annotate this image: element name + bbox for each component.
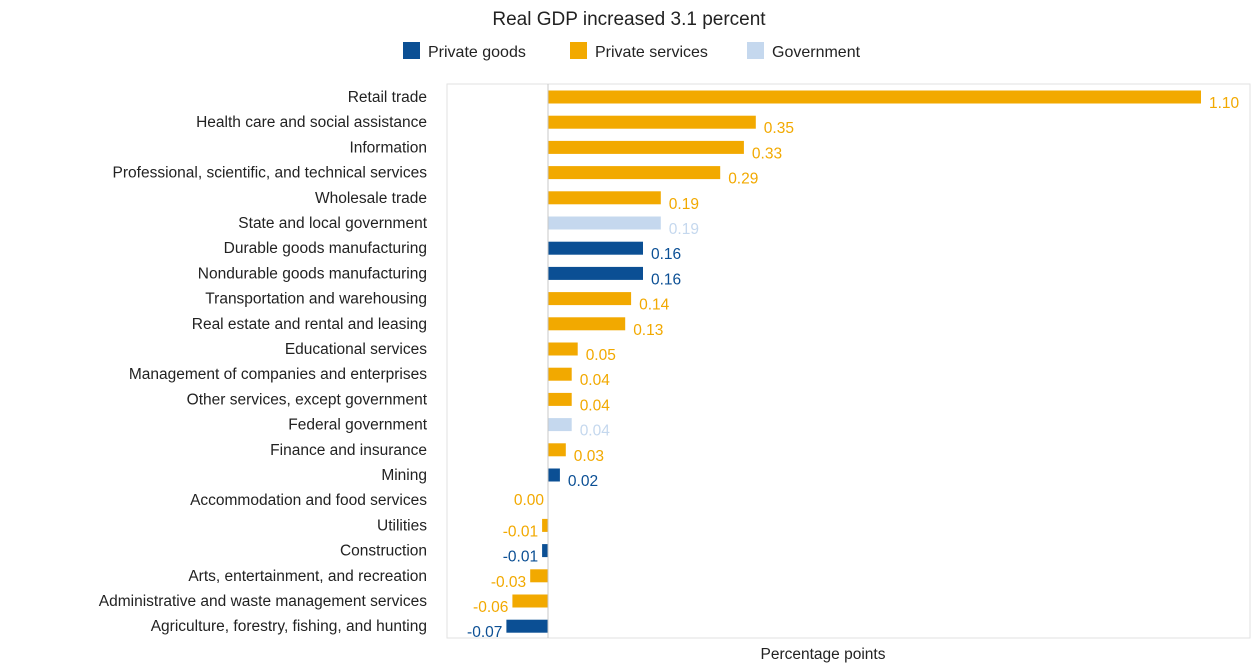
category-label: Professional, scientific, and technical …: [113, 165, 428, 182]
value-label: 0.16: [651, 246, 681, 263]
category-label: Utilities: [377, 517, 427, 534]
value-labels: 1.10 0.35 0.33 0.29 0.19 0.19 0.16 0.16 0.14 0.13…: [467, 95, 1239, 641]
category-label: Federal government: [288, 417, 427, 434]
bar: [548, 418, 572, 432]
category-label: Educational services: [285, 341, 427, 358]
value-label: 0.29: [728, 171, 758, 188]
category-label: Mining: [381, 467, 427, 484]
legend-swatch-government: [747, 42, 764, 59]
category-label: Retail trade: [348, 89, 427, 106]
bar: [548, 166, 721, 180]
bar: [506, 619, 548, 633]
category-label: Accommodation and food services: [190, 492, 427, 509]
category-label: Arts, entertainment, and recreation: [188, 568, 427, 585]
bar: [542, 544, 548, 558]
bar: [548, 367, 572, 381]
x-axis-title: Percentage points: [761, 646, 886, 663]
bar: [548, 140, 744, 154]
bar: [548, 468, 560, 482]
bar: [548, 115, 756, 129]
category-label: Administrative and waste management serv…: [99, 593, 427, 610]
legend-label-goods: Private goods: [428, 44, 526, 61]
value-label: 0.04: [580, 397, 611, 414]
bar: [548, 241, 643, 255]
value-label: 0.13: [633, 322, 663, 339]
category-label: Real estate and rental and leasing: [192, 316, 427, 333]
bar: [548, 191, 661, 205]
category-label: Finance and insurance: [270, 442, 427, 459]
value-label: 0.19: [669, 221, 699, 238]
value-label: 0.02: [568, 473, 598, 490]
legend-label-services: Private services: [595, 44, 708, 61]
bar: [548, 317, 626, 331]
bar: [548, 443, 566, 457]
value-label: -0.01: [503, 523, 538, 540]
legend: Private goods Private services Government: [403, 42, 861, 61]
category-label: Transportation and warehousing: [205, 291, 427, 308]
value-label: 0.33: [752, 145, 782, 162]
value-label: 0.03: [574, 448, 604, 465]
legend-swatch-goods: [403, 42, 420, 59]
value-label: -0.03: [491, 574, 526, 591]
bar: [548, 342, 578, 356]
category-label: Health care and social assistance: [196, 114, 427, 131]
category-label: Management of companies and enterprises: [129, 366, 427, 383]
value-label: 0.05: [586, 347, 616, 364]
bar: [548, 292, 632, 306]
value-label: 0.00: [514, 492, 545, 509]
value-label: 1.10: [1209, 95, 1240, 112]
value-label: 0.14: [639, 297, 670, 314]
category-label: Wholesale trade: [315, 190, 427, 207]
category-label: State and local government: [238, 215, 427, 232]
value-label: 0.04: [580, 372, 611, 389]
value-label: -0.06: [473, 599, 508, 616]
chart-title: Real GDP increased 3.1 percent: [492, 9, 766, 30]
bar: [530, 569, 548, 583]
category-label: Nondurable goods manufacturing: [198, 265, 427, 282]
legend-swatch-services: [570, 42, 587, 59]
bar: [548, 266, 643, 280]
value-label: 0.19: [669, 196, 699, 213]
category-label: Other services, except government: [187, 391, 428, 408]
bar: [548, 216, 661, 230]
bars: [506, 90, 1201, 633]
bar: [548, 392, 572, 406]
bar: [512, 594, 548, 608]
value-label: 0.04: [580, 423, 611, 440]
category-label: Information: [349, 139, 427, 156]
bar: [542, 518, 548, 532]
category-label: Agriculture, forestry, fishing, and hunt…: [151, 618, 427, 635]
legend-label-government: Government: [772, 44, 861, 61]
bar: [548, 90, 1201, 104]
category-labels: Retail trade Health care and social assis…: [99, 89, 428, 635]
value-label: -0.07: [467, 624, 502, 641]
category-label: Durable goods manufacturing: [224, 240, 427, 257]
value-label: 0.16: [651, 271, 681, 288]
category-label: Construction: [340, 543, 427, 560]
value-label: 0.35: [764, 120, 794, 137]
value-label: -0.01: [503, 549, 538, 566]
plot-area: [446, 83, 1251, 639]
